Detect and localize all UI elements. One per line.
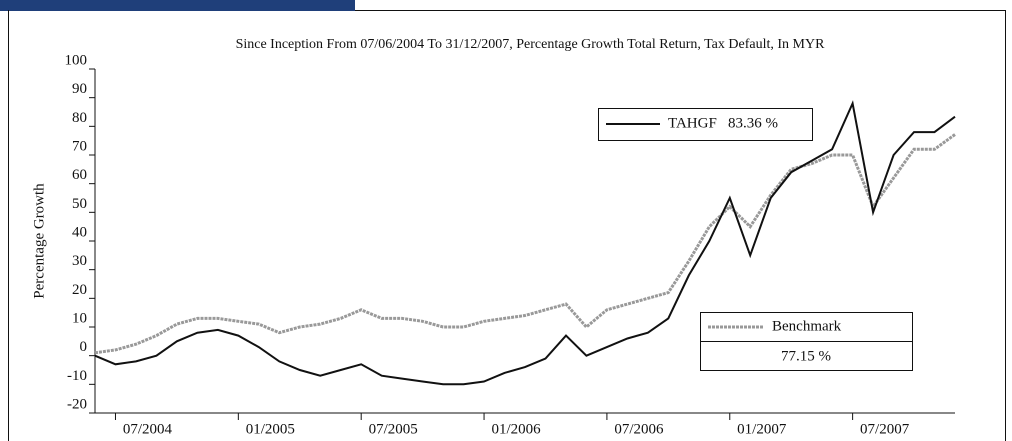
x-tick-label: 07/2005 xyxy=(369,421,418,437)
y-tick-label: 50 xyxy=(72,196,87,212)
y-axis-label: Percentage Growth xyxy=(31,183,47,299)
legend-label: TAHGF xyxy=(668,115,717,131)
y-tick-label: 0 xyxy=(80,339,88,355)
x-tick-label: 07/2004 xyxy=(123,421,173,437)
y-tick-label: 60 xyxy=(72,167,87,183)
y-tick-label: -20 xyxy=(67,396,87,412)
y-tick-label: 30 xyxy=(72,253,87,269)
y-tick-label: 70 xyxy=(72,138,87,154)
y-tick-label: -10 xyxy=(67,368,87,384)
x-tick-label: 07/2007 xyxy=(860,421,910,437)
header-bar xyxy=(0,0,355,11)
y-tick-label: 90 xyxy=(72,81,87,97)
frame xyxy=(8,10,1006,441)
legend-value: 77.15 % xyxy=(781,348,831,364)
legend-label: Benchmark xyxy=(772,318,842,334)
x-tick-label: 01/2007 xyxy=(737,421,787,437)
x-tick-label: 01/2005 xyxy=(246,421,295,437)
y-tick-label: 80 xyxy=(72,110,87,126)
legend-value: 83.36 % xyxy=(728,115,778,131)
y-tick-label: 10 xyxy=(72,310,87,326)
y-tick-label: 20 xyxy=(72,282,87,298)
x-tick-label: 07/2006 xyxy=(614,421,664,437)
x-tick-label: 01/2006 xyxy=(491,421,541,437)
series-line xyxy=(94,100,956,386)
chart-title: Since Inception From 07/06/2004 To 31/12… xyxy=(236,37,826,52)
y-tick-label: 100 xyxy=(65,52,88,68)
series-line xyxy=(94,133,956,355)
y-tick-label: 40 xyxy=(72,224,87,240)
